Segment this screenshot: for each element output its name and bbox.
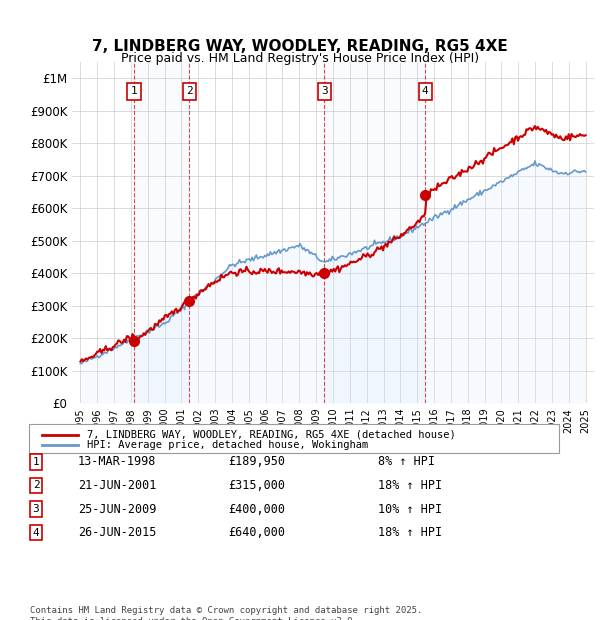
Text: £315,000: £315,000 xyxy=(228,479,285,492)
Text: 25-JUN-2009: 25-JUN-2009 xyxy=(78,503,157,515)
Text: 18% ↑ HPI: 18% ↑ HPI xyxy=(378,479,442,492)
Text: 4: 4 xyxy=(32,528,40,538)
Text: 2: 2 xyxy=(186,86,193,96)
Text: HPI: Average price, detached house, Wokingham: HPI: Average price, detached house, Woki… xyxy=(87,440,368,450)
Bar xyxy=(134,62,190,403)
Text: £189,950: £189,950 xyxy=(228,456,285,468)
Text: 3: 3 xyxy=(321,86,328,96)
Text: 3: 3 xyxy=(32,504,40,514)
Text: Price paid vs. HM Land Registry's House Price Index (HPI): Price paid vs. HM Land Registry's House … xyxy=(121,53,479,65)
Text: 1: 1 xyxy=(32,457,40,467)
Text: 21-JUN-2001: 21-JUN-2001 xyxy=(78,479,157,492)
Text: 10% ↑ HPI: 10% ↑ HPI xyxy=(378,503,442,515)
Text: 2: 2 xyxy=(32,480,40,490)
Text: 7, LINDBERG WAY, WOODLEY, READING, RG5 4XE (detached house): 7, LINDBERG WAY, WOODLEY, READING, RG5 4… xyxy=(87,430,456,440)
Text: 26-JUN-2015: 26-JUN-2015 xyxy=(78,526,157,539)
Text: Contains HM Land Registry data © Crown copyright and database right 2025.
This d: Contains HM Land Registry data © Crown c… xyxy=(30,606,422,620)
Text: 7, LINDBERG WAY, WOODLEY, READING, RG5 4XE: 7, LINDBERG WAY, WOODLEY, READING, RG5 4… xyxy=(92,39,508,54)
Text: £400,000: £400,000 xyxy=(228,503,285,515)
Text: £640,000: £640,000 xyxy=(228,526,285,539)
Text: 4: 4 xyxy=(422,86,428,96)
Text: 13-MAR-1998: 13-MAR-1998 xyxy=(78,456,157,468)
Text: 8% ↑ HPI: 8% ↑ HPI xyxy=(378,456,435,468)
Text: 1: 1 xyxy=(131,86,137,96)
Text: 18% ↑ HPI: 18% ↑ HPI xyxy=(378,526,442,539)
Bar xyxy=(324,62,425,403)
